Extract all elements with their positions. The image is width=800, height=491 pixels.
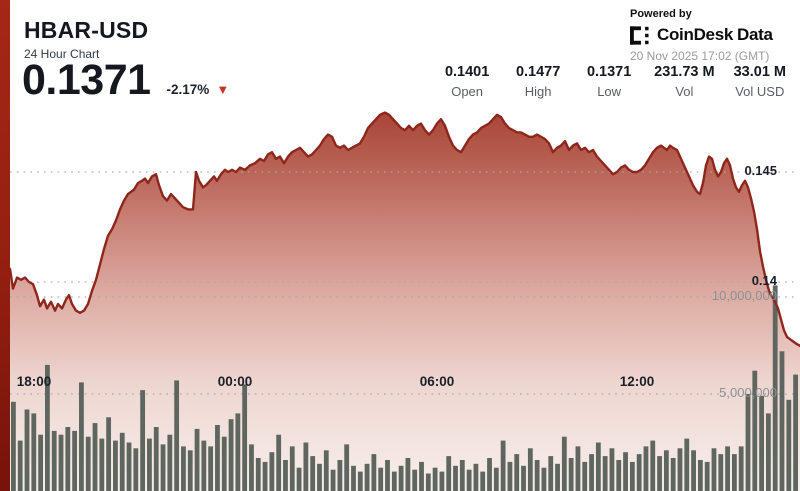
powered-by-label: Powered by: [630, 8, 692, 20]
down-triangle-icon: ▼: [216, 82, 230, 97]
stat-vol-value: 231.73 M: [654, 64, 715, 80]
current-price: 0.1371: [22, 56, 151, 104]
x-axis-label-0000: 00:00: [217, 374, 253, 389]
stat-vol: 231.73 M Vol: [654, 64, 714, 99]
brand-name-data: Data: [737, 25, 773, 44]
brand-name-coindesk: CoinDesk: [657, 25, 734, 44]
stat-low-label: Low: [597, 84, 622, 99]
price-change-percent: -2.17%: [166, 82, 210, 97]
symbol-title: HBAR-USD: [24, 17, 149, 43]
stat-high-label: High: [524, 84, 552, 99]
coindesk-logo[interactable]: CoinDesk Data: [630, 25, 790, 45]
stat-vol-label: Vol: [675, 84, 694, 99]
stat-low: 0.1371 Low: [583, 64, 635, 99]
current-price-row: 0.1371 -2.17% ▼: [22, 56, 229, 105]
stat-open-label: Open: [451, 84, 484, 99]
y-axis-volume-label-5m: 5,000,000: [719, 385, 777, 400]
stats-row: 0.1401 Open 0.1477 High 0.1371 Low 231.7…: [441, 64, 786, 99]
stat-open-value: 0.1401: [444, 64, 490, 80]
chart-header: HBAR-USD 24 Hour Chart: [24, 17, 148, 61]
stat-low-value: 0.1371: [586, 64, 632, 80]
volume-bars: [11, 285, 798, 491]
coindesk-logo-icon: [630, 25, 649, 45]
branding-block: Powered by CoinDesk Data 20 Nov 2025 17:…: [630, 8, 790, 63]
left-accent-bar: [0, 0, 10, 491]
price-line: [8, 111, 800, 347]
price-area-fill: [10, 112, 800, 491]
x-axis-label-1200: 12:00: [619, 374, 655, 389]
timestamp: 20 Nov 2025 17:02 (GMT): [630, 49, 770, 63]
x-axis-label-1800: 18:00: [16, 374, 52, 389]
stat-high: 0.1477 High: [512, 64, 564, 99]
chart-subtitle: 24 Hour Chart: [24, 47, 100, 61]
stat-open: 0.1401 Open: [441, 64, 493, 99]
y-axis-volume-label-10m: 10,000,000: [711, 288, 777, 303]
stat-high-value: 0.1477: [515, 64, 561, 80]
x-axis-label-0600: 06:00: [419, 374, 455, 389]
stat-vol-usd-label: Vol USD: [735, 84, 785, 99]
y-axis-price-label-0145: 0.145: [744, 163, 777, 178]
stat-vol-usd-value: 33.01 M: [733, 64, 786, 80]
stat-vol-usd: 33.01 M Vol USD: [734, 64, 786, 99]
y-axis-price-label-014: 0.14: [751, 273, 777, 288]
